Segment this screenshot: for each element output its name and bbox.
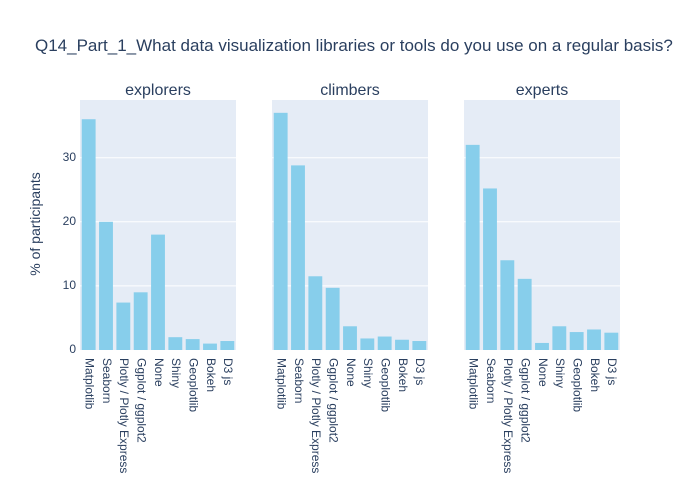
- y-tick-label: 10: [63, 278, 77, 292]
- bar-explorers-8[interactable]: [220, 341, 235, 350]
- x-tick-label: None: [152, 358, 166, 387]
- bar-climbers-1[interactable]: [291, 165, 305, 350]
- bar-explorers-3[interactable]: [133, 292, 148, 350]
- bar-climbers-8[interactable]: [412, 341, 427, 350]
- panel-title-experts: experts: [516, 82, 568, 99]
- panel-explorers: explorers Matplotlib Seaborn Plotly / Plotl…: [63, 82, 236, 473]
- bar-explorers-4[interactable]: [151, 234, 165, 350]
- x-tick-label: Matplotlib: [274, 358, 288, 410]
- y-tick-label: 20: [63, 214, 77, 228]
- bar-climbers-2[interactable]: [308, 276, 323, 350]
- y-axis-title: % of participants: [27, 172, 43, 276]
- bar-explorers-1[interactable]: [99, 221, 113, 350]
- x-tick-label: Matplotlib: [466, 358, 480, 410]
- y-tick-label: 0: [69, 342, 76, 356]
- x-tick-label: D3 js: [605, 358, 619, 385]
- bar-explorers-0[interactable]: [81, 119, 96, 350]
- x-tick-label: Ggplot / ggplot2: [518, 358, 532, 443]
- x-tick-label: D3 js: [413, 358, 427, 385]
- x-tick-label: None: [536, 358, 550, 387]
- bar-explorers-6[interactable]: [185, 339, 200, 350]
- x-tick-label: Shiny: [361, 358, 375, 388]
- bar-experts-8[interactable]: [604, 332, 619, 350]
- x-tick-label: Plotly / Plotly Express: [501, 358, 515, 473]
- x-tick-label: Plotly / Plotly Express: [117, 358, 131, 473]
- bar-climbers-3[interactable]: [325, 287, 340, 350]
- chart-title: Q14_Part_1_What data visualization libra…: [35, 36, 673, 55]
- bar-climbers-6[interactable]: [377, 336, 392, 350]
- x-tick-label: Geoplotlib: [378, 358, 392, 412]
- x-tick-label: Bokeh: [588, 358, 602, 392]
- x-tick-label: Geoplotlib: [186, 358, 200, 412]
- x-tick-label: None: [344, 358, 358, 387]
- x-tick-label: Ggplot / ggplot2: [326, 358, 340, 443]
- y-tick-label: 30: [63, 150, 77, 164]
- x-tick-label: Shiny: [169, 358, 183, 388]
- bar-explorers-7[interactable]: [203, 343, 217, 350]
- x-tick-label: D3 js: [221, 358, 235, 385]
- panel-title-climbers: climbers: [320, 82, 380, 99]
- bar-experts-0[interactable]: [465, 144, 480, 350]
- x-tick-label: Seaborn: [100, 358, 114, 403]
- x-tick-label: Ggplot / ggplot2: [134, 358, 148, 443]
- bar-climbers-7[interactable]: [395, 339, 409, 350]
- x-tick-label: Shiny: [553, 358, 567, 388]
- x-tick-label: Seaborn: [292, 358, 306, 403]
- x-tick-label: Matplotlib: [82, 358, 96, 410]
- bar-experts-4[interactable]: [535, 342, 549, 350]
- x-tick-label: Bokeh: [204, 358, 218, 392]
- bar-climbers-4[interactable]: [343, 326, 357, 350]
- bar-explorers-5[interactable]: [168, 337, 183, 350]
- x-tick-label: Bokeh: [396, 358, 410, 392]
- bar-experts-7[interactable]: [587, 329, 601, 350]
- bar-experts-3[interactable]: [517, 278, 532, 350]
- x-tick-label: Seaborn: [484, 358, 498, 403]
- panel-title-explorers: explorers: [125, 82, 191, 99]
- bar-experts-6[interactable]: [569, 332, 584, 350]
- bar-climbers-5[interactable]: [360, 338, 375, 350]
- panel-climbers: climbers Matplotlib Seaborn Plotly / Plotly…: [272, 82, 428, 473]
- panel-experts: experts Matplotlib Seaborn Plotly / Plotly …: [464, 82, 620, 473]
- bar-experts-1[interactable]: [483, 188, 497, 350]
- bar-experts-5[interactable]: [552, 326, 567, 350]
- x-tick-label: Plotly / Plotly Express: [309, 358, 323, 473]
- x-tick-label: Geoplotlib: [570, 358, 584, 412]
- bar-explorers-2[interactable]: [116, 302, 131, 350]
- bar-climbers-0[interactable]: [273, 112, 288, 350]
- bar-experts-2[interactable]: [500, 260, 515, 350]
